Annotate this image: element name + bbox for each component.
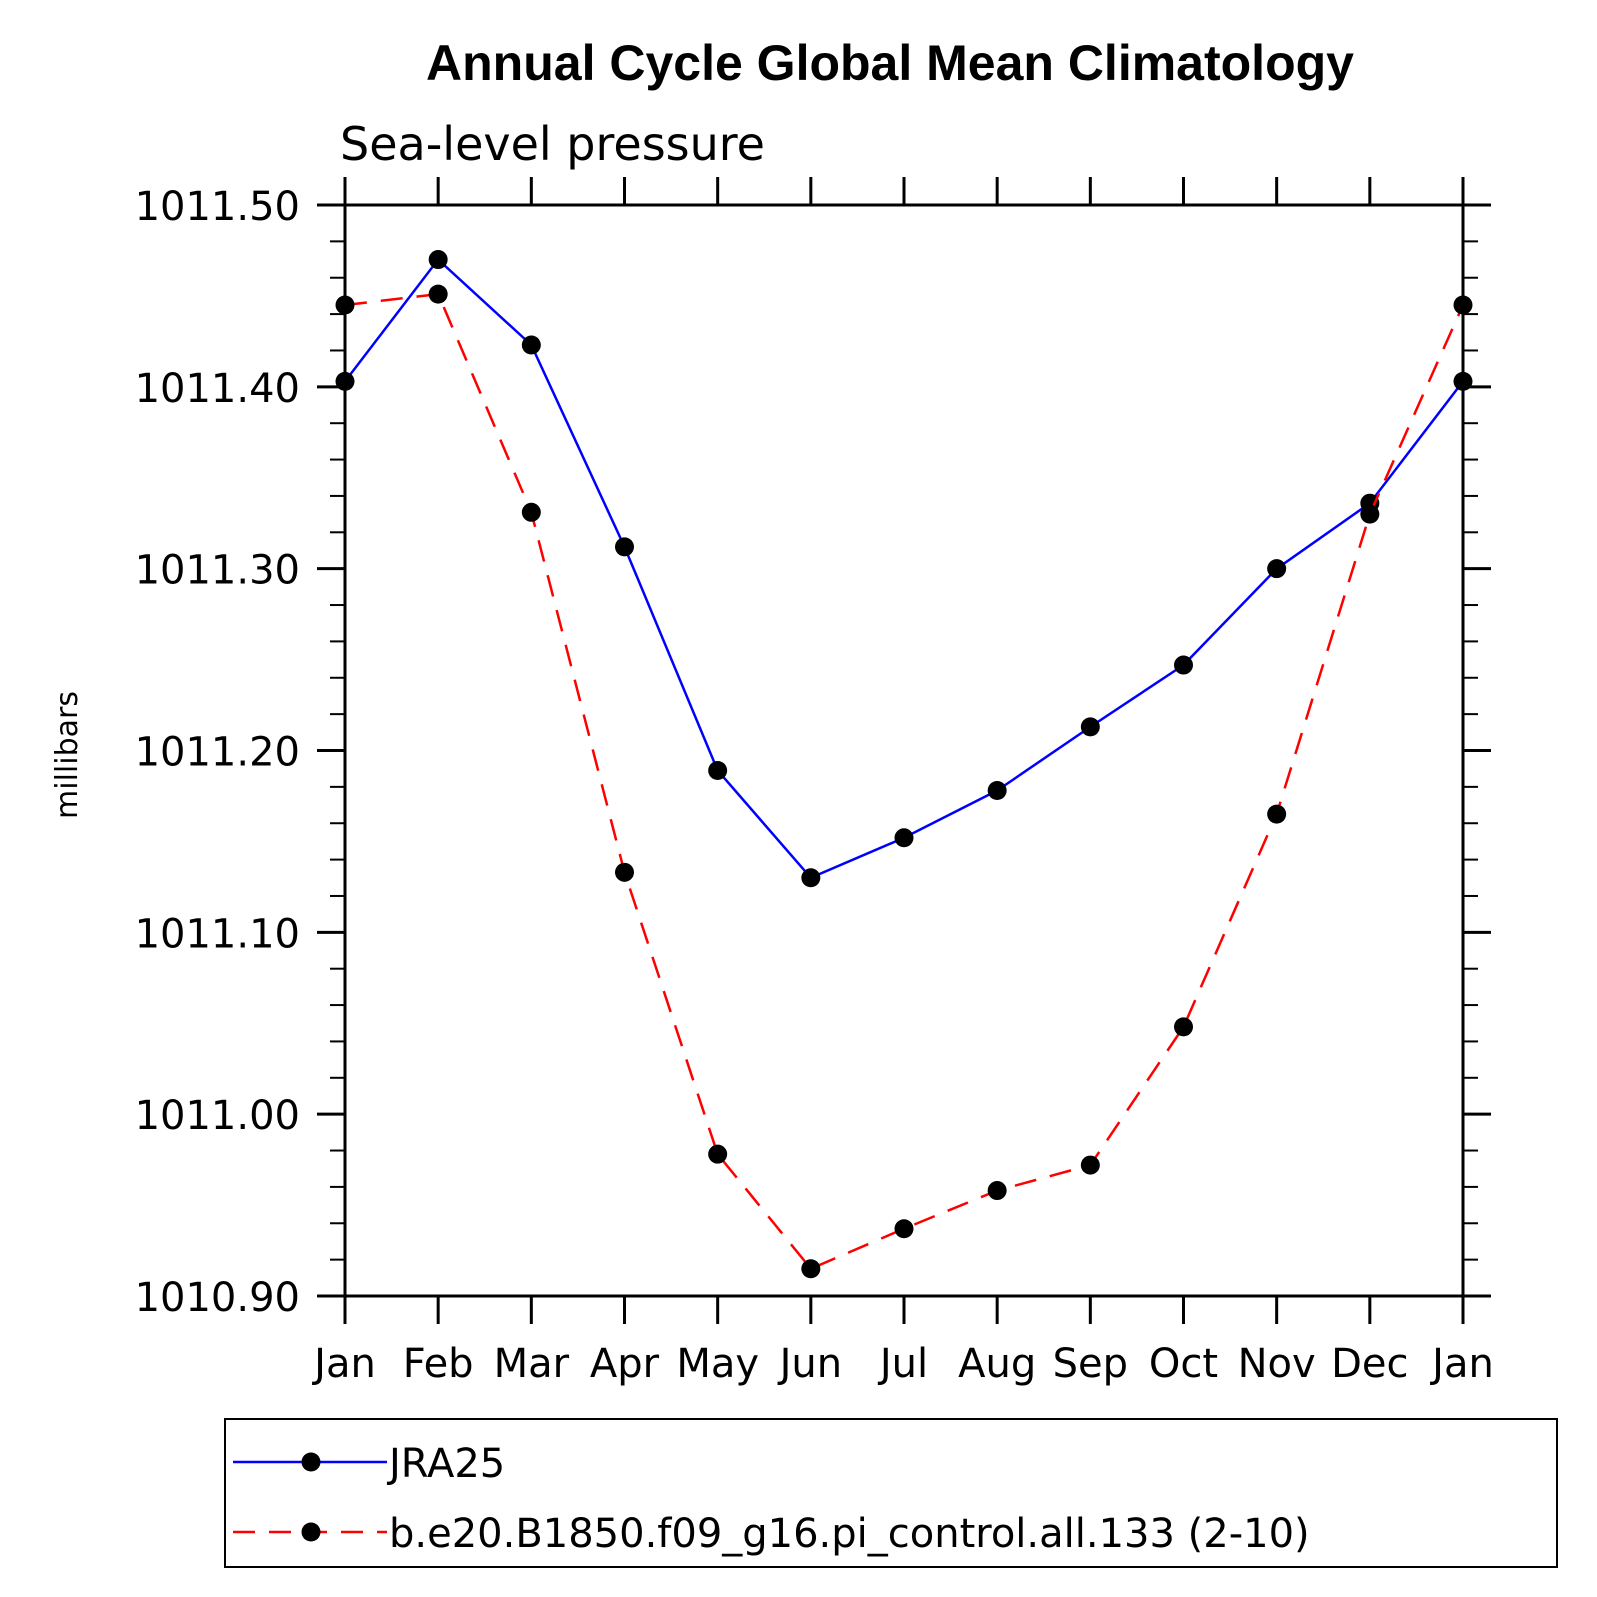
x-tick-label: Sep	[1053, 1341, 1128, 1387]
series-layer	[335, 250, 1473, 1279]
data-point	[1267, 559, 1287, 579]
data-point	[894, 1219, 914, 1239]
x-tick-label: May	[676, 1341, 759, 1387]
axis-ticks	[317, 177, 1491, 1324]
legend-entry: b.e20.B1850.f09_g16.pi_control.all.133 (…	[233, 1511, 1310, 1557]
data-point	[521, 502, 541, 522]
data-point	[708, 761, 728, 781]
data-point	[1174, 1017, 1193, 1037]
x-tick-label: Oct	[1149, 1341, 1218, 1387]
legend-marker	[301, 1522, 321, 1542]
legend-entry: JRA25	[233, 1441, 505, 1487]
data-point	[1080, 717, 1100, 737]
legend-label: JRA25	[386, 1441, 505, 1487]
data-point	[987, 781, 1007, 801]
x-tick-label: Apr	[590, 1341, 660, 1387]
x-tick-label: Jun	[777, 1341, 843, 1387]
data-point	[708, 1144, 728, 1164]
y-tick-label: 1010.90	[135, 1275, 300, 1321]
chart-title: Annual Cycle Global Mean Climatology	[426, 35, 1354, 91]
data-point	[801, 1259, 821, 1279]
x-tick-label: Mar	[494, 1341, 570, 1387]
y-tick-label: 1011.30	[135, 548, 300, 594]
legend-entries: JRA25 b.e20.B1850.f09_g16.pi_control.all.…	[233, 1441, 1310, 1557]
legend-label: b.e20.B1850.f09_g16.pi_control.all.133 (…	[389, 1511, 1310, 1557]
x-tick-label: Jan	[311, 1341, 376, 1387]
legend: JRA25 b.e20.B1850.f09_g16.pi_control.all.…	[224, 1418, 1558, 1568]
y-tick-label: 1011.50	[135, 184, 300, 230]
series-1	[335, 250, 1473, 888]
x-tick-label: Feb	[403, 1341, 474, 1387]
x-tick-label: Aug	[958, 1341, 1036, 1387]
x-tick-label: Dec	[1331, 1341, 1408, 1387]
y-axis-label: millibars	[50, 691, 85, 819]
data-point	[894, 828, 914, 848]
data-point	[428, 284, 448, 304]
data-point	[615, 862, 634, 882]
legend-marker	[301, 1452, 321, 1472]
y-tick-label: 1011.40	[135, 366, 300, 412]
y-tick-label: 1011.00	[135, 1093, 300, 1139]
plot-frame	[343, 203, 1465, 1298]
data-point	[428, 250, 448, 270]
series-line	[344, 257, 1464, 880]
data-point	[615, 537, 634, 557]
legend-box	[224, 1418, 1558, 1568]
data-point	[801, 868, 821, 888]
data-point	[1174, 655, 1193, 675]
x-tick-label: Jul	[877, 1341, 928, 1387]
data-point	[1360, 504, 1380, 524]
data-point	[1080, 1155, 1100, 1175]
series-2	[335, 284, 1473, 1279]
y-tick-label: 1011.10	[135, 911, 300, 957]
y-tick-label: 1011.20	[135, 730, 300, 776]
data-point	[1267, 804, 1287, 824]
x-tick-label: Jan	[1429, 1341, 1494, 1387]
series-line	[344, 292, 1465, 1271]
chart-subtitle: Sea-level pressure	[340, 117, 765, 171]
x-tick-label: Nov	[1238, 1341, 1316, 1387]
tick-labels: Jan Feb Mar Apr May Jun Jul Aug Sep Oct Nov Dec Jan1…	[135, 184, 1494, 1387]
data-point	[521, 335, 541, 355]
data-point	[987, 1181, 1007, 1201]
